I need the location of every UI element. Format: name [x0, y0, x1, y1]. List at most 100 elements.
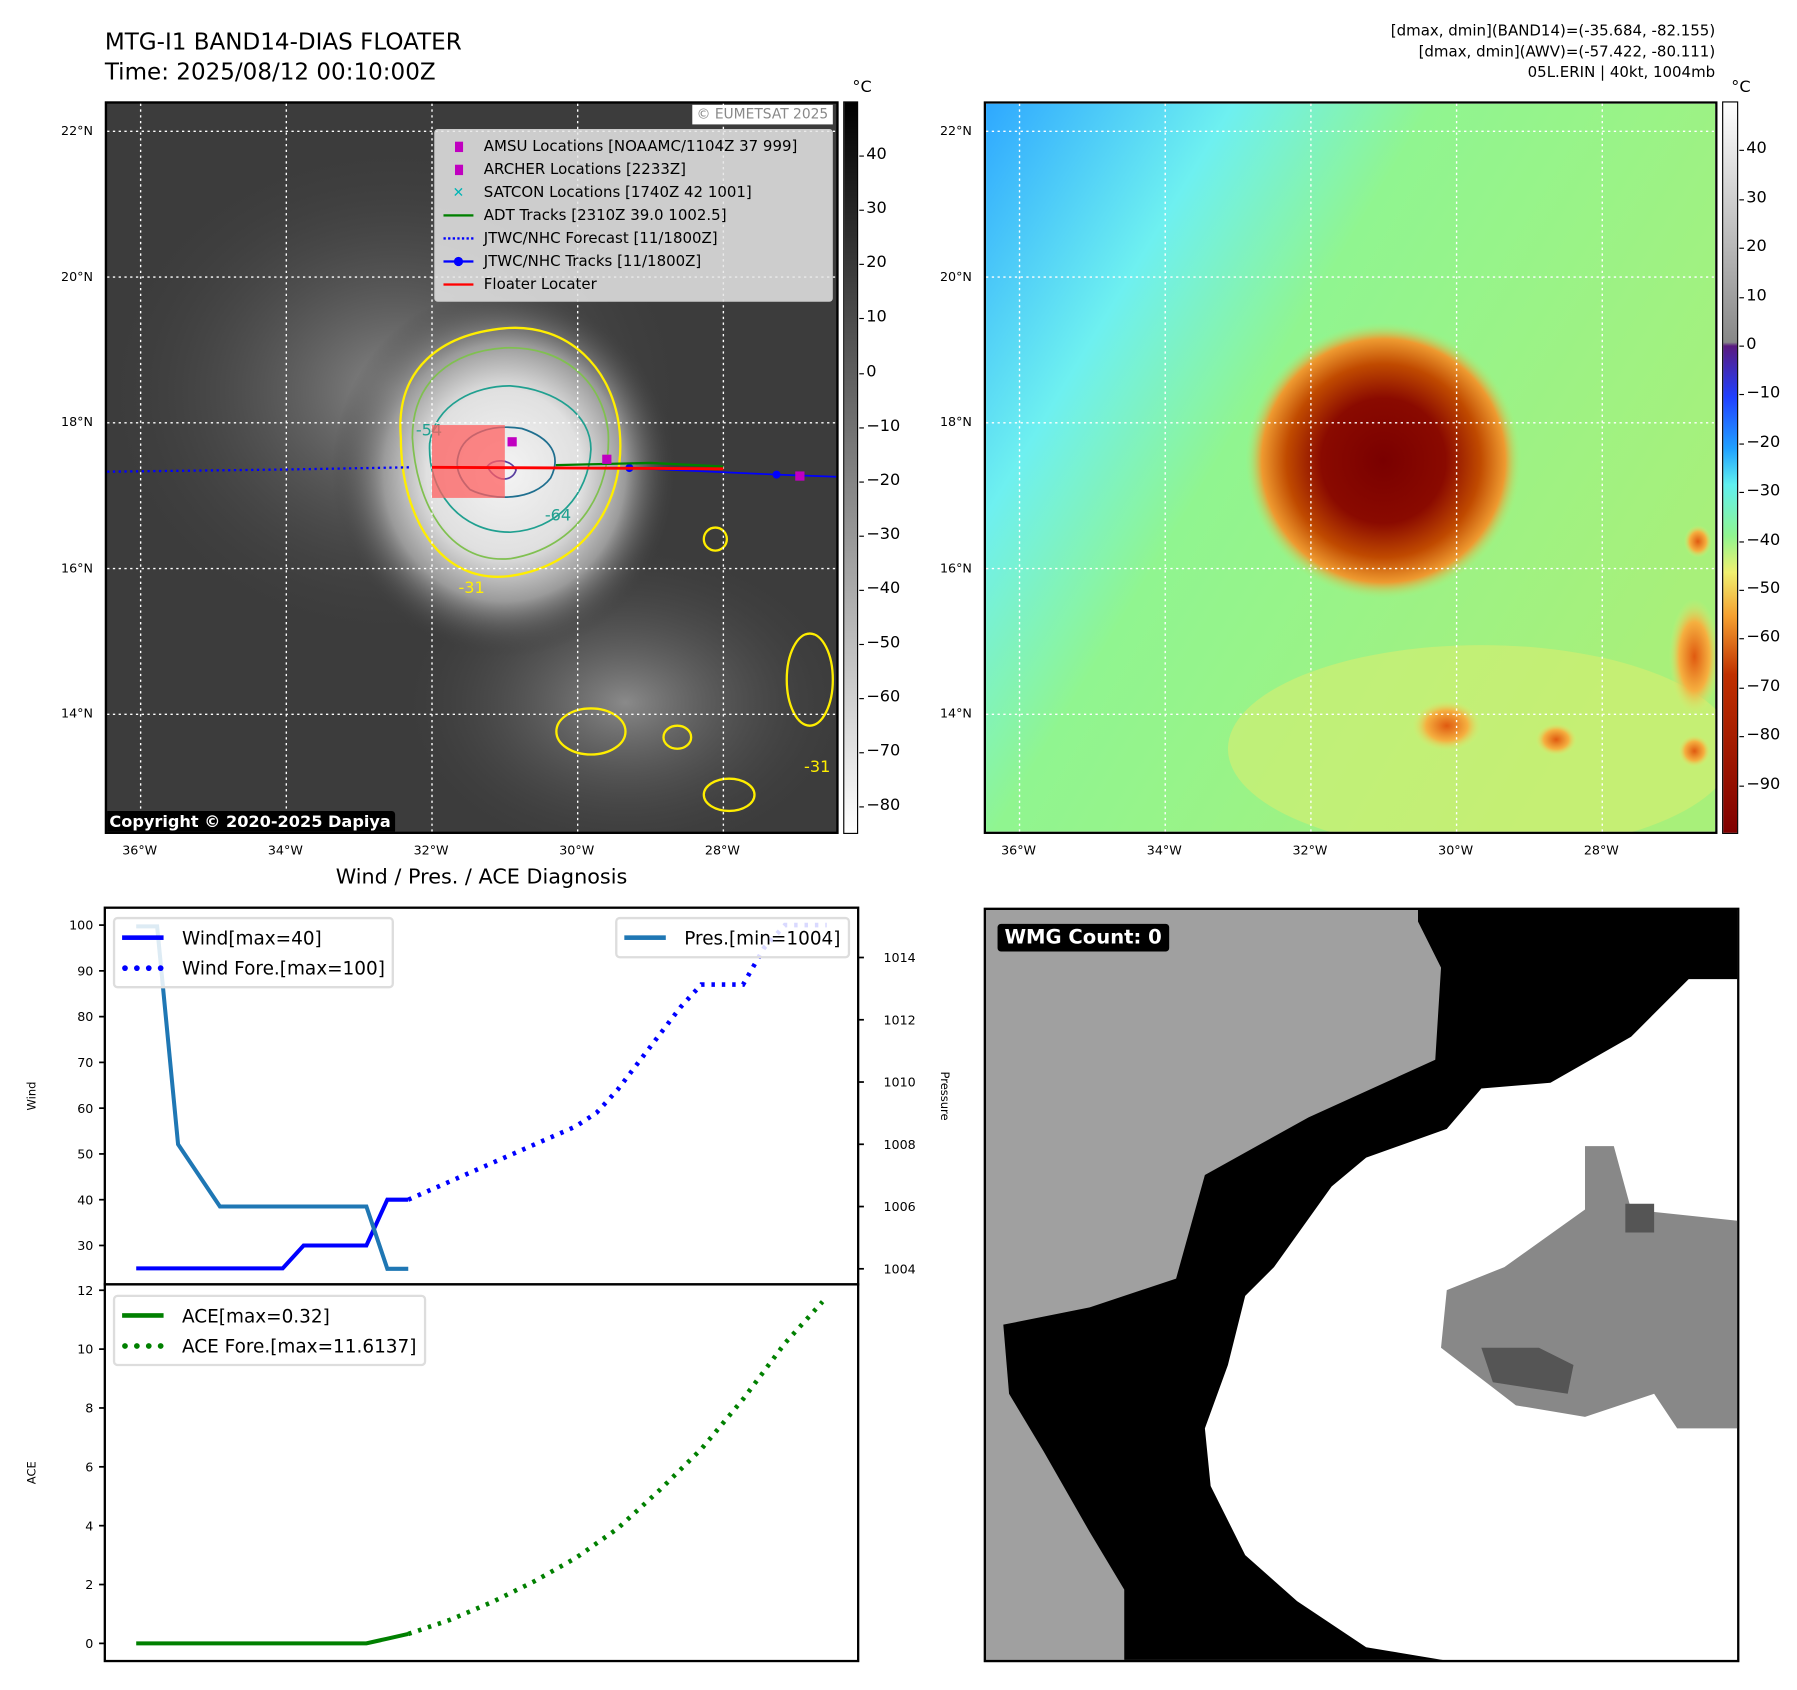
lat-tick-label: 14°N	[61, 706, 93, 722]
lon-tick-label: 32°W	[1292, 843, 1328, 859]
colorbar-tick-label: 40	[1746, 139, 1767, 159]
colorbar-tick-label: −20	[866, 470, 901, 490]
figure-time: Time: 2025/08/12 00:10:00Z	[104, 57, 436, 86]
map-legend-item: ADT Tracks [2310Z 39.0 1002.5]	[442, 204, 824, 227]
chart-legend-item: Wind[max=40]	[122, 923, 385, 953]
y-tick-label: 12	[77, 1283, 93, 1298]
series-line-pres-	[136, 924, 409, 1271]
colorbar-tick	[1739, 492, 1744, 494]
awv-colorbar	[1722, 101, 1739, 834]
lat-tick-label: 18°N	[61, 414, 93, 430]
contour-yellow-small	[555, 707, 627, 756]
colorbar-tick	[859, 426, 864, 429]
y2-tick-label: 1014	[884, 950, 916, 965]
map-legend-item: Floater Locater	[442, 273, 824, 296]
awv-spot	[1684, 525, 1712, 558]
colorbar-tick	[1739, 687, 1744, 689]
colorbar-tick-label: 20	[1746, 237, 1767, 256]
lat-tick-label: 20°N	[939, 269, 972, 285]
lat-tick-label: 20°N	[61, 269, 93, 285]
floater-box	[432, 425, 505, 498]
lon-tick-label: 34°W	[1146, 843, 1182, 859]
legend-line-icon	[624, 935, 666, 940]
map-legend-label: ADT Tracks [2310Z 39.0 1002.5]	[483, 206, 727, 225]
map-legend-item: JTWC/NHC Forecast [11/1800Z]	[442, 227, 824, 250]
ir-colorbar	[843, 101, 859, 834]
colorbar-tick-label: −30	[866, 525, 901, 544]
amsu-archer-location	[795, 471, 805, 481]
lon-tick-label: 30°W	[1438, 843, 1474, 859]
colorbar-tick	[1739, 589, 1744, 591]
map-legend-label: SATCON Locations [1740Z 42 1001]	[483, 183, 752, 202]
colorbar-tick-label: −80	[866, 796, 901, 815]
chart-legend-label: ACE[max=0.32]	[182, 1304, 330, 1327]
colorbar-tick	[859, 209, 864, 212]
y2-tick-label: 1008	[884, 1137, 916, 1152]
info-line-1: [dmax, dmin](BAND14)=(-35.684, -82.155)	[1390, 23, 1716, 41]
y2-tick-label: 1010	[884, 1075, 916, 1090]
lat-tick-label: 16°N	[939, 560, 972, 576]
contour-label: -64	[545, 506, 571, 525]
map-legend-item: ✕ SATCON Locations [1740Z 42 1001]	[442, 181, 824, 204]
colorbar-tick	[859, 372, 864, 374]
map-legend-item: AMSU Locations [NOAAMC/1104Z 37 999]	[442, 135, 824, 158]
colorbar-tick	[859, 481, 864, 483]
series-line-wind	[136, 1197, 409, 1271]
map-legend-label: JTWC/NHC Forecast [11/1800Z]	[483, 229, 718, 248]
contour-teal	[428, 385, 592, 534]
lat-tick-label: 22°N	[939, 123, 972, 139]
contour-yellow-small	[662, 724, 693, 750]
series-line-ace-fore-	[407, 1300, 825, 1637]
chart-legend-item: ACE[max=0.32]	[122, 1300, 416, 1330]
colorbar-tick-label: −30	[1746, 481, 1781, 501]
colorbar-tick	[859, 752, 864, 754]
colorbar-tick-label: −40	[1746, 530, 1781, 549]
info-line-2: [dmax, dmin](AWV)=(-57.422, -80.111)	[1418, 43, 1716, 62]
colorbar-tick-label: 10	[1746, 286, 1767, 305]
lon-tick-label: 28°W	[704, 843, 740, 859]
y-tick-label: 30	[77, 1238, 93, 1253]
colorbar-tick	[859, 535, 864, 537]
ace-legend: ACE[max=0.32] ACE Fore.[max=11.6137]	[112, 1294, 426, 1367]
amsu-archer-location	[602, 454, 612, 464]
map-legend-item: ARCHER Locations [2233Z]	[442, 158, 824, 181]
legend-marker-line-icon	[442, 214, 474, 217]
wind-legend: Wind[max=40] Wind Fore.[max=100]	[112, 916, 395, 989]
colorbar-tick-label: 10	[866, 308, 887, 327]
colorbar-tick	[1739, 394, 1744, 396]
contour-yellow-small	[785, 632, 834, 727]
adt-track	[555, 461, 724, 468]
chart-legend-item: ACE Fore.[max=11.6137]	[122, 1330, 416, 1360]
y-tick-label: 4	[85, 1518, 93, 1533]
legend-line-icon	[122, 935, 164, 940]
contour-yellow-small	[702, 526, 729, 552]
colorbar-tick-label: −10	[1746, 384, 1781, 403]
awv-map-layer	[986, 103, 1716, 832]
watermark: © EUMETSAT 2025	[692, 104, 833, 125]
lon-tick-label: 30°W	[559, 843, 595, 859]
legend-marker-x-icon: ✕	[452, 184, 465, 201]
colorbar-tick	[859, 264, 864, 266]
y-tick-label: 40	[77, 1192, 93, 1207]
colorbar-tick	[1739, 443, 1744, 445]
colorbar-tick	[1739, 785, 1744, 787]
y-tick-label: 50	[77, 1147, 93, 1162]
awv-spot	[1412, 700, 1482, 752]
wmg-count-label: WMG Count: 0	[997, 923, 1169, 952]
y-tick-label: 90	[77, 963, 93, 978]
y-tick-label: 10	[77, 1342, 93, 1357]
colorbar-tick	[859, 589, 864, 591]
colorbar-tick	[1739, 199, 1744, 201]
y2-tick-label: 1004	[884, 1261, 916, 1276]
colorbar-tick-label: −70	[1746, 677, 1781, 696]
legend-marker-dotted-icon	[442, 237, 474, 240]
map-legend-label: AMSU Locations [NOAAMC/1104Z 37 999]	[483, 137, 798, 155]
colorbar-tick-label: −60	[1746, 628, 1781, 647]
amsu-archer-location	[507, 437, 517, 447]
y-axis-label: ACE	[25, 1461, 39, 1484]
colorbar-tick-label: −80	[1746, 725, 1781, 745]
series-line-ace	[136, 1631, 409, 1646]
wmg-panel: WMG Count: 0	[983, 907, 1740, 1663]
colorbar-tick-label: 40	[866, 145, 887, 164]
